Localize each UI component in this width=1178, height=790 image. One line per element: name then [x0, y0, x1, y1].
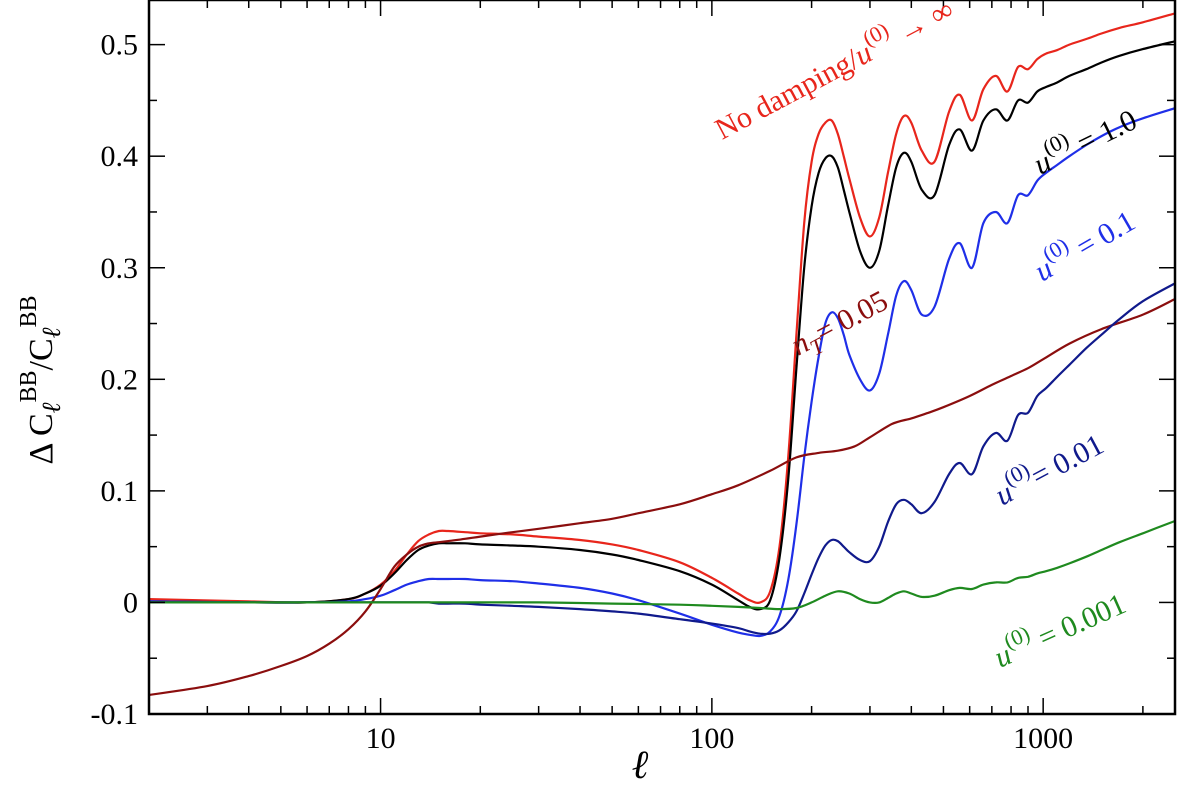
y-axis-title-sup-2: BB: [16, 295, 42, 327]
x-axis-title: ℓ: [632, 742, 649, 787]
series-line-nt-0-05: [149, 298, 1175, 697]
y-axis-title-sup-1: BB: [16, 370, 42, 402]
plot-frame: [147, 0, 1177, 716]
y-tick-label: 0: [123, 586, 138, 619]
x-tick-label: 1000: [1013, 722, 1073, 755]
series-label-tail: = 0.05: [810, 284, 893, 349]
series-label-u-0-0-01: u(0)= 0.01: [986, 421, 1109, 512]
series-line-u-0-0-001: [149, 519, 1175, 611]
y-tick-label: 0.3: [101, 252, 139, 285]
series-label-u-0-0-001: u(0) = 0.001: [986, 580, 1131, 674]
series-label-tail: = 1.0: [1065, 103, 1142, 163]
x-tick-label: 100: [689, 722, 734, 755]
y-axis-title-part-2: /C: [23, 338, 60, 370]
y-tick-label: 0.4: [101, 140, 139, 173]
y-tick-label: -0.1: [91, 698, 139, 731]
series-layer: [149, 12, 1175, 697]
series-label-tail: = 0.01: [1026, 428, 1109, 493]
series-label-no-damping-u-0: No damping/u(0) → ∞: [706, 0, 959, 146]
series-label-u-0-0-1: u(0) = 0.1: [1025, 198, 1141, 289]
y-tick-label: 0.2: [101, 363, 139, 396]
series-label-tail: → ∞: [885, 0, 959, 53]
y-axis-title-sub-2: ℓ: [37, 327, 66, 338]
tick-layer: 10 100 1000 -0.1 0 0.1 0.2 0.3 0.4 0.5: [91, 0, 1175, 755]
label-layer: No damping/u(0) → ∞u(0) = 1.0u(0) = 0.1n…: [706, 0, 1142, 674]
y-axis-title-part-1: Δ C: [23, 413, 60, 464]
series-label-tail: = 0.1: [1064, 204, 1141, 267]
series-label-tail: = 0.001: [1027, 587, 1131, 658]
y-axis-title: Δ CℓBB/CℓBB: [16, 295, 66, 464]
series-line-u-0-0-01: [149, 282, 1175, 636]
series-label-main: No damping/: [710, 43, 865, 146]
y-axis-title-sub-1: ℓ: [37, 402, 66, 413]
series-line-u-0-0-1: [149, 107, 1175, 638]
y-axis-title-text: Δ CℓBB/CℓBB: [16, 295, 66, 464]
y-tick-label: 0.1: [101, 475, 139, 508]
series-line-u-0-1-0: [149, 40, 1175, 611]
x-tick-label: 10: [366, 722, 396, 755]
series-label-u-0-1-0: u(0) = 1.0: [1025, 96, 1142, 181]
series-line-no-damping-u-0: [149, 12, 1175, 604]
y-tick-label: 0.5: [101, 29, 139, 62]
